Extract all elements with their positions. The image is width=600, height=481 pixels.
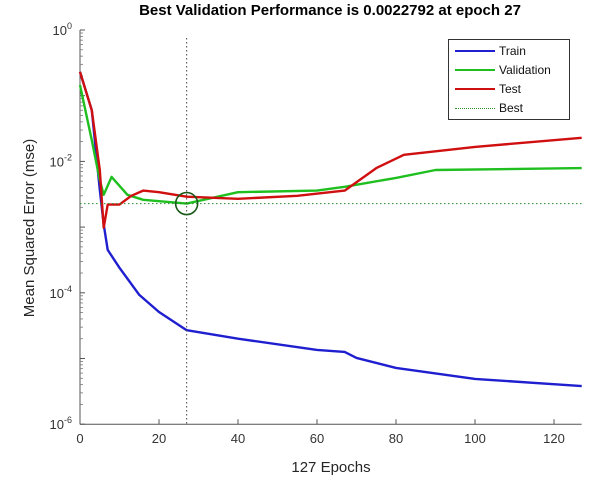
y-axis-label: Mean Squared Error (mse) (21, 139, 38, 317)
y-tick-label: 10-2 (50, 152, 72, 169)
y-tick-label: 10-4 (50, 284, 72, 301)
x-tick-label: 20 (152, 431, 166, 446)
x-axis-label: 127 Epochs (291, 459, 370, 476)
x-tick-label: 120 (543, 431, 565, 446)
x-tick-label: 40 (231, 431, 245, 446)
y-tick-label: 10-6 (50, 415, 72, 432)
test-line-icon (455, 88, 495, 90)
train-line-icon (455, 50, 495, 52)
legend-item-test: Test (455, 81, 521, 97)
legend: Train Validation Test Best (448, 39, 570, 120)
x-tick-label: 0 (76, 431, 83, 446)
x-tick-label: 100 (464, 431, 486, 446)
legend-item-best: Best (455, 100, 523, 116)
y-tick-label: 100 (53, 21, 72, 38)
validation-line-icon (455, 69, 495, 71)
legend-item-validation: Validation (455, 62, 551, 78)
best-line-icon (455, 107, 495, 109)
series-test-line (78, 71, 582, 229)
chart-title: Best Validation Performance is 0.0022792… (139, 2, 521, 19)
series-lines (78, 38, 582, 425)
x-tick-label: 60 (310, 431, 324, 446)
x-tick-label: 80 (389, 431, 403, 446)
legend-item-train: Train (455, 43, 526, 59)
best-point-marker (174, 191, 199, 216)
